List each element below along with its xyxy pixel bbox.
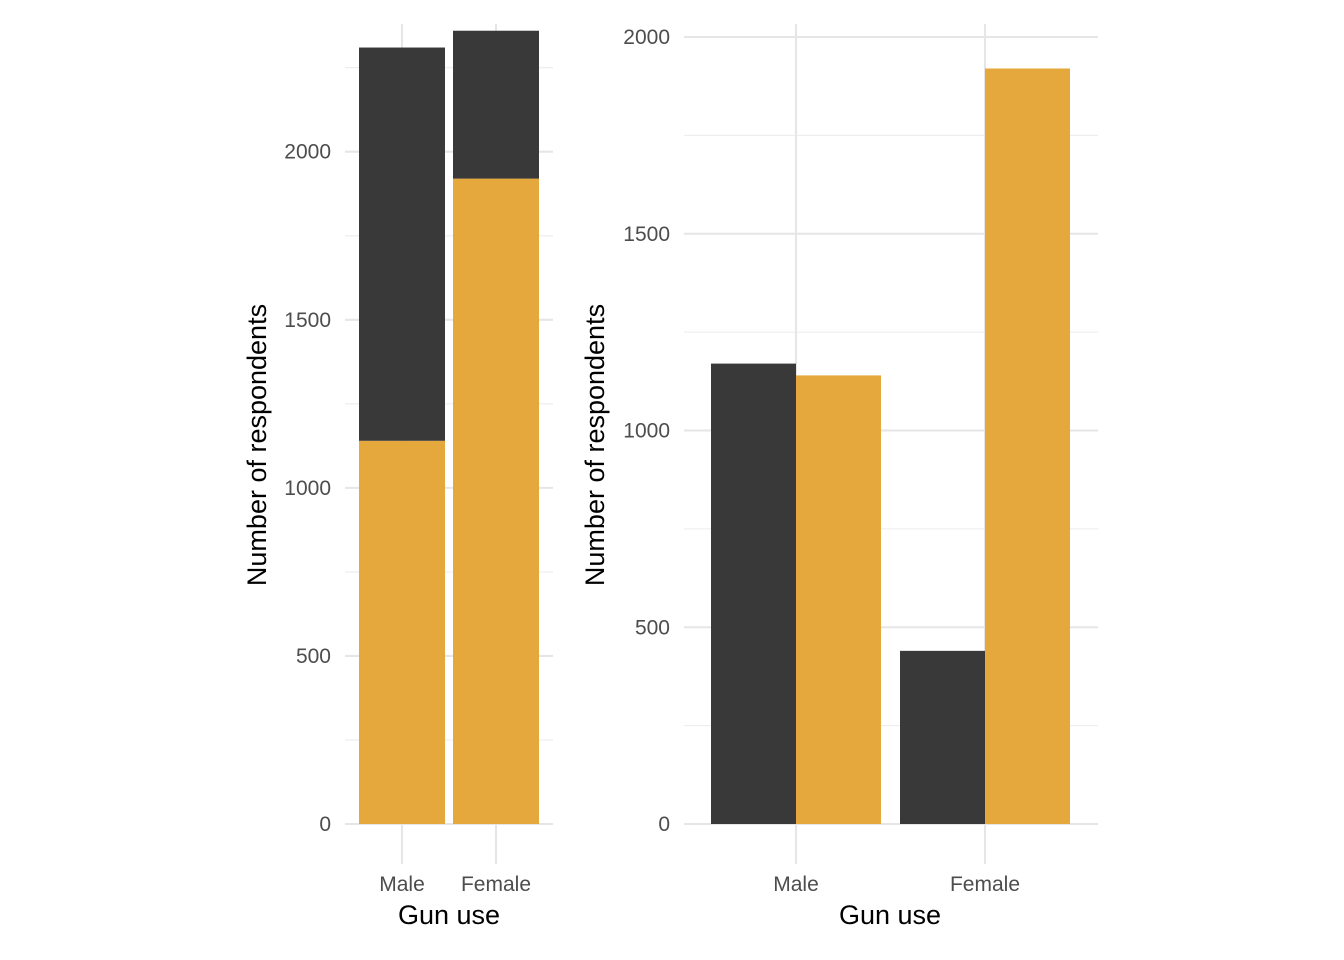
stacked-bar-female-series-0 [453, 30, 539, 179]
stacked-x-tick-label: Male [379, 873, 425, 896]
dodged-y-tick-label: 1000 [623, 420, 670, 443]
dodged-panel-x-tick-labels: Male Female [773, 873, 1020, 896]
dodged-bar-panel: 0 500 1000 1500 2000 Male Female Gun use Numb… [580, 24, 1098, 930]
stacked-bar-female-series-1 [453, 178, 539, 825]
dodged-y-tick-label: 500 [635, 616, 670, 639]
stacked-y-tick-label: 1000 [284, 477, 331, 500]
dodged-panel-bars [711, 68, 1070, 825]
stacked-panel-bars [359, 30, 539, 825]
dodged-x-tick-label: Male [773, 873, 819, 896]
dodged-y-tick-label: 0 [658, 813, 670, 836]
dodged-bar-female-series-0 [900, 650, 985, 824]
dodged-x-tick-label: Female [950, 873, 1020, 896]
stacked-bar-male-series-1 [359, 440, 445, 824]
dodged-panel-y-axis-title: Number of respondents [580, 304, 610, 586]
stacked-y-tick-label: 0 [319, 813, 331, 836]
stacked-y-tick-label: 1500 [284, 309, 331, 332]
stacked-x-tick-label: Female [461, 873, 531, 896]
stacked-panel-y-tick-labels: 0 500 1000 1500 2000 [284, 141, 331, 836]
stacked-panel-x-axis-title: Gun use [398, 900, 500, 930]
stacked-y-tick-label: 2000 [284, 141, 331, 164]
stacked-y-tick-label: 500 [296, 645, 331, 668]
stacked-bar-panel: 0 500 1000 1500 2000 Male Female Gun use Numb… [242, 24, 553, 930]
stacked-panel-y-axis-title: Number of respondents [242, 304, 272, 586]
dodged-bar-male-series-0 [711, 363, 796, 824]
dodged-bar-male-series-1 [796, 375, 881, 824]
dodged-bar-female-series-1 [985, 68, 1070, 825]
stacked-panel-x-tick-labels: Male Female [379, 873, 531, 896]
dodged-y-tick-label: 1500 [623, 223, 670, 246]
stacked-bar-male-series-0 [359, 47, 445, 441]
dodged-panel-x-axis-title: Gun use [839, 900, 941, 930]
dodged-y-tick-label: 2000 [623, 26, 670, 49]
dodged-panel-y-tick-labels: 0 500 1000 1500 2000 [623, 26, 670, 836]
